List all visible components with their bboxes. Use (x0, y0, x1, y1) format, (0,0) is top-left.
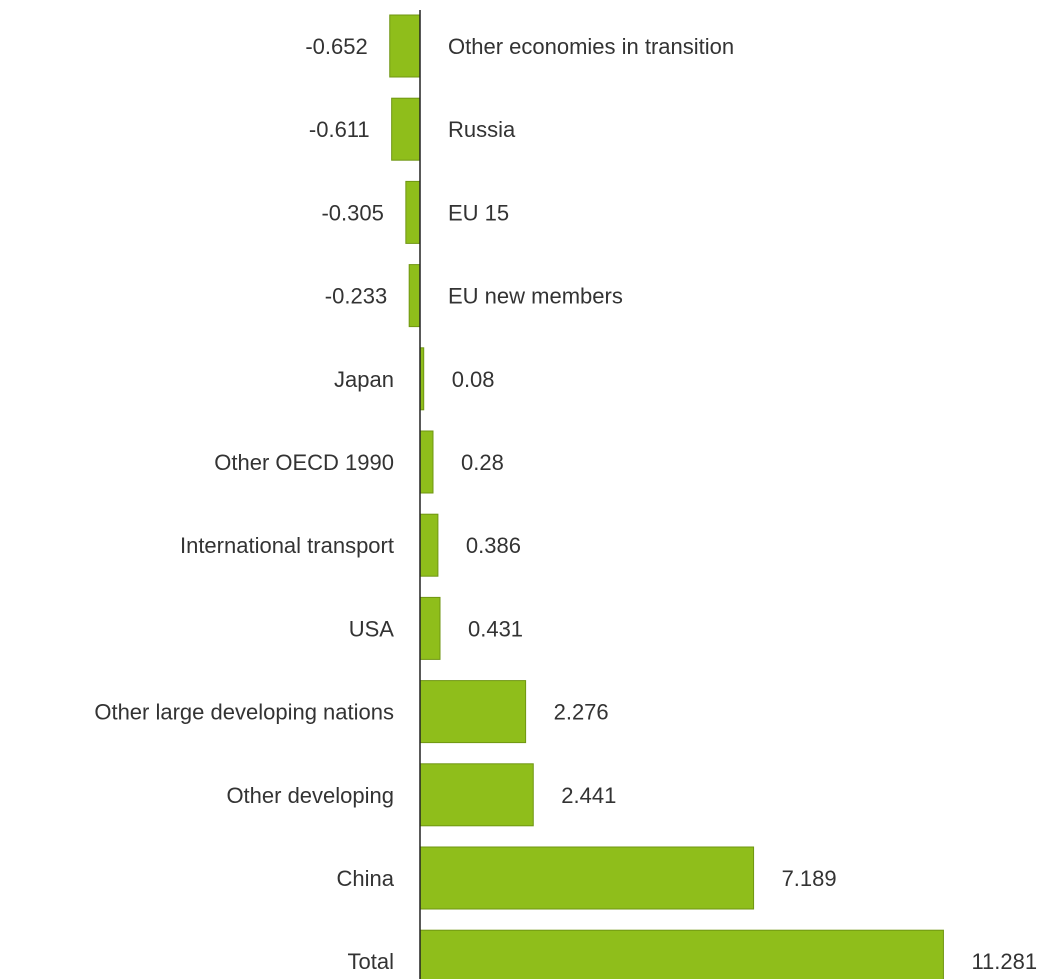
category-label-china: China (337, 866, 395, 891)
value-label-usa: 0.431 (468, 616, 523, 641)
category-label-other-large-developing-nations: Other large developing nations (94, 700, 394, 725)
value-label-china: 7.189 (782, 866, 837, 891)
category-label-eu-15: EU 15 (448, 200, 509, 225)
value-label-eu-new-members: -0.233 (325, 284, 387, 309)
bar-other-developing (419, 763, 534, 827)
value-label-other-large-developing-nations: 2.276 (554, 700, 609, 725)
value-label-eu-15: -0.305 (321, 200, 383, 225)
category-label-total: Total (348, 949, 394, 974)
value-label-total: 11.281 (971, 949, 1037, 974)
bar-russia (391, 97, 421, 161)
bar-eu-15 (405, 180, 421, 244)
value-label-russia: -0.611 (309, 117, 370, 142)
bar-other-economies-in-transition (389, 14, 421, 78)
category-label-other-developing: Other developing (226, 783, 394, 808)
value-label-international-transport: 0.386 (466, 533, 521, 558)
value-label-other-economies-in-transition: -0.652 (305, 34, 367, 59)
labels-group: -0.652 Other economies in transition -0.61… (94, 34, 1037, 974)
value-label-other-developing: 2.441 (561, 783, 616, 808)
category-label-international-transport: International transport (180, 533, 394, 558)
bar-china (419, 846, 755, 910)
bar-usa (419, 596, 441, 660)
category-label-japan: Japan (334, 367, 394, 392)
category-label-eu-new-members: EU new members (448, 284, 623, 309)
category-label-usa: USA (349, 616, 395, 641)
bar-eu-new-members (408, 264, 421, 328)
value-label-other-oecd-1990: 0.28 (461, 450, 504, 475)
bar-total (419, 929, 944, 979)
bar-other-large-developing-nations (419, 680, 527, 744)
category-label-other-economies-in-transition: Other economies in transition (448, 34, 734, 59)
bars-group (389, 14, 944, 979)
category-label-russia: Russia (448, 117, 516, 142)
category-label-other-oecd-1990: Other OECD 1990 (214, 450, 394, 475)
bar-international-transport (419, 513, 439, 577)
value-label-japan: 0.08 (452, 367, 495, 392)
bar-other-oecd-1990 (419, 430, 434, 494)
